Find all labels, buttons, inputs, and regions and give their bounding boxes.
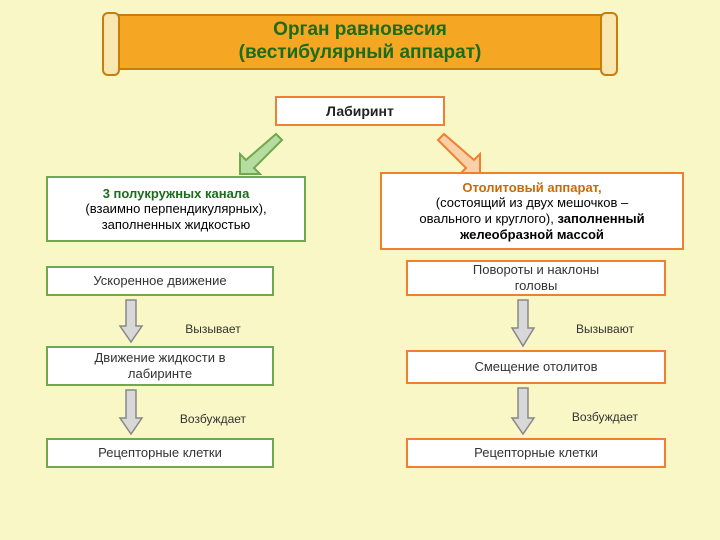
scroll-right-cap bbox=[600, 12, 618, 76]
right-main-sub1: (состоящий из двух мешочков – bbox=[436, 195, 628, 211]
right-sub1-l1: Повороты и наклоны bbox=[473, 262, 599, 278]
labyrinth-label: Лабиринт bbox=[326, 103, 394, 120]
right-main-sub2: овального и круглого), заполненный bbox=[419, 211, 644, 227]
title-scroll: Орган равновесия (вестибулярный аппарат) bbox=[110, 14, 610, 70]
right-sub2-label: Смещение отолитов bbox=[474, 359, 597, 375]
arrow-lab-left bbox=[236, 130, 286, 176]
right-main-sub3: желеобразной массой bbox=[460, 227, 604, 243]
left-sub1-box: Ускоренное движение bbox=[46, 266, 274, 296]
left-main-box: 3 полукружных канала (взаимно перпендику… bbox=[46, 176, 306, 242]
left-sub3-label: Рецепторные клетки bbox=[98, 445, 222, 461]
right-excite-label: Возбуждает bbox=[540, 408, 670, 426]
left-sub3-box: Рецепторные клетки bbox=[46, 438, 274, 468]
right-main-sub2a: овального и круглого), bbox=[419, 211, 557, 226]
right-sub1-box: Повороты и наклоны головы bbox=[406, 260, 666, 296]
right-cause-text: Вызывают bbox=[576, 322, 634, 336]
right-sub2-box: Смещение отолитов bbox=[406, 350, 666, 384]
right-cause-label: Вызывают bbox=[540, 320, 670, 338]
arrow-lab-right bbox=[434, 130, 484, 176]
right-sub3-box: Рецепторные клетки bbox=[406, 438, 666, 468]
scroll-left-cap bbox=[102, 12, 120, 76]
arrow-right-2 bbox=[510, 386, 536, 436]
left-main-sub: (взаимно перпендикулярных), bbox=[85, 201, 266, 217]
title-line1: Орган равновесия bbox=[273, 19, 447, 42]
arrow-left-1 bbox=[118, 298, 144, 344]
right-main-bold: Отолитовый аппарат, bbox=[462, 180, 601, 196]
arrow-left-2 bbox=[118, 388, 144, 436]
title-line2: (вестибулярный аппарат) bbox=[239, 42, 482, 65]
left-main-bold: 3 полукружных канала bbox=[103, 186, 250, 202]
left-sub2-box: Движение жидкости в лабиринте bbox=[46, 346, 274, 386]
labyrinth-box: Лабиринт bbox=[275, 96, 445, 126]
right-sub3-label: Рецепторные клетки bbox=[474, 445, 598, 461]
left-cause-text: Вызывает bbox=[185, 322, 240, 336]
right-main-sub2b: заполненный bbox=[557, 211, 644, 226]
right-sub1-l2: головы bbox=[515, 278, 558, 294]
right-main-box: Отолитовый аппарат, (состоящий из двух м… bbox=[380, 172, 684, 250]
right-excite-text: Возбуждает bbox=[572, 410, 638, 424]
left-sub2-l1: Движение жидкости в bbox=[94, 350, 225, 366]
left-sub2-l2: лабиринте bbox=[128, 366, 192, 382]
left-excite-text: Возбуждает bbox=[180, 412, 246, 426]
left-main-sub2: заполненных жидкостью bbox=[102, 217, 251, 233]
left-sub1-label: Ускоренное движение bbox=[93, 273, 226, 289]
left-excite-label: Возбуждает bbox=[148, 410, 278, 428]
arrow-right-1 bbox=[510, 298, 536, 348]
left-cause-label: Вызывает bbox=[148, 320, 278, 338]
